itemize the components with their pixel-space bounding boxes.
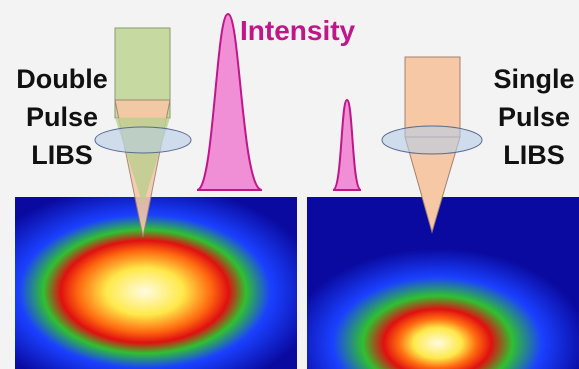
lens [95, 127, 191, 153]
diagram: Intensity Double Pulse LIBS Single Pulse… [0, 0, 579, 369]
lens [382, 126, 482, 154]
beam-orange [405, 57, 460, 137]
label-line: Double [16, 64, 108, 94]
label-line: Pulse [26, 102, 98, 132]
label-line: LIBS [31, 140, 93, 170]
label-line: Single [493, 64, 574, 94]
plasma-image-left [15, 197, 297, 369]
label-line: LIBS [503, 140, 565, 170]
plasma-image-right [307, 197, 579, 369]
title: Intensity [240, 15, 356, 46]
label-line: Pulse [498, 102, 570, 132]
